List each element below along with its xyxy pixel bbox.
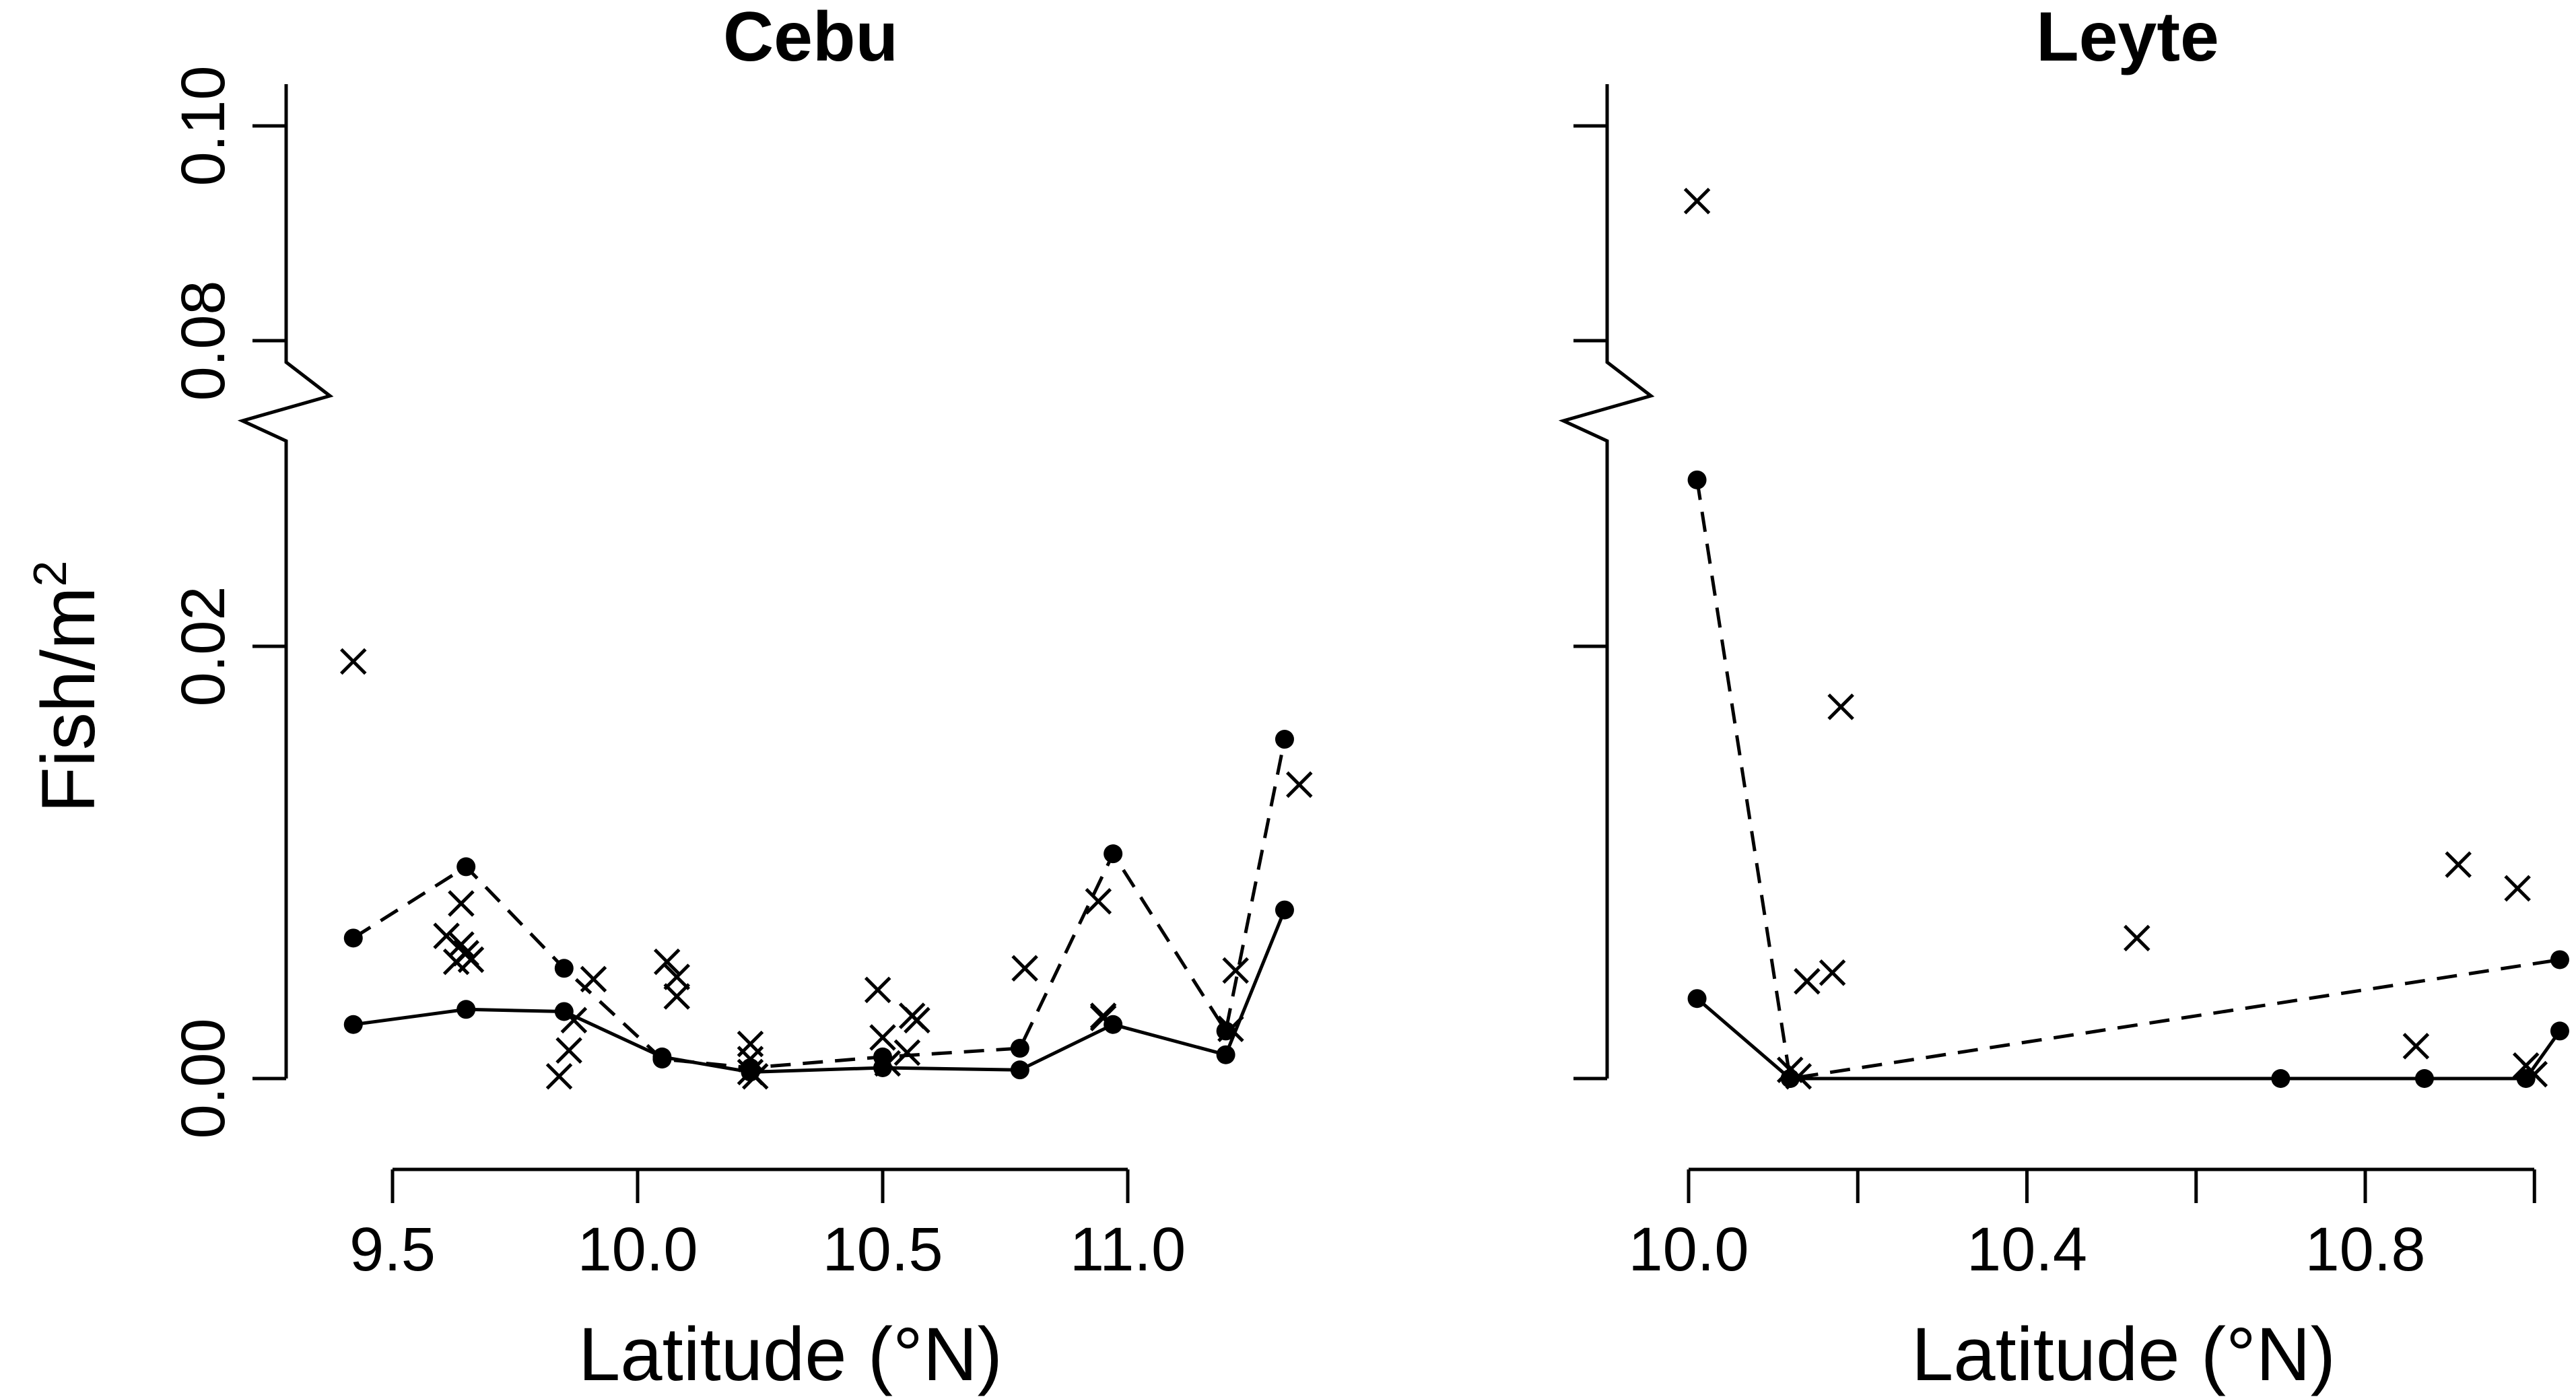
data-point	[2516, 1069, 2536, 1088]
data-point	[1104, 844, 1123, 864]
data-point	[456, 1000, 476, 1019]
cross-point	[1217, 1015, 1244, 1042]
cross-point	[741, 1063, 769, 1090]
cross-point	[869, 1024, 896, 1051]
data-point	[1275, 730, 1294, 749]
cross-point	[1222, 957, 1249, 984]
solid-series-line	[353, 909, 1287, 1074]
data-point	[343, 1015, 363, 1034]
cross-point	[874, 1050, 902, 1077]
x-tick-label: 10.0	[577, 1215, 698, 1284]
cross-point	[893, 1039, 921, 1066]
cross-point	[663, 963, 691, 990]
y-axis-leyte	[1558, 84, 1655, 1081]
cross-point	[1794, 967, 1821, 995]
data-point	[2550, 1021, 2569, 1041]
y-tick-label: 0.00	[169, 1018, 238, 1138]
data-point	[554, 959, 574, 978]
cross-point	[448, 890, 475, 917]
y-axis-line-with-break	[1558, 84, 1655, 1079]
x-axis-cebu: 9.5 10.0 10.5 11.0	[349, 1167, 1186, 1284]
panel-title-leyte: Leyte	[2036, 0, 2219, 76]
marks-cebu	[339, 648, 1313, 1090]
dashed-series-line	[352, 739, 1287, 1070]
y-axis-label: Fish/m2	[24, 561, 110, 813]
cross-point	[1785, 1063, 1812, 1090]
cross-point	[2521, 1060, 2548, 1088]
cross-point	[1089, 1004, 1117, 1031]
cross-point	[2445, 851, 2472, 878]
y-axis-line-with-break	[237, 84, 334, 1079]
panel-cebu: Cebu Fish/m2 Latitude (°N) 0.000.020.080…	[24, 0, 1313, 1396]
x-axis-label-cebu: Latitude (°N)	[578, 1312, 1003, 1396]
cross-point	[663, 983, 691, 1010]
y-tick-label: 0.02	[169, 586, 238, 706]
cross-point	[737, 1046, 764, 1072]
cross-point	[339, 648, 367, 675]
cross-point	[1683, 187, 1711, 215]
x-tick-label: 10.0	[1628, 1215, 1749, 1284]
data-point	[2414, 1069, 2434, 1088]
cross-point	[904, 1006, 930, 1034]
data-point	[1010, 1039, 1029, 1058]
cross-point	[864, 976, 891, 1004]
cross-point	[2402, 1033, 2430, 1060]
cross-point	[1827, 693, 1854, 720]
x-tick-label: 10.4	[1967, 1215, 2087, 1284]
panel-title-cebu: Cebu	[723, 0, 898, 76]
x-axis-label-leyte: Latitude (°N)	[1911, 1312, 2336, 1396]
y-tick-label: 0.10	[169, 65, 238, 186]
data-point	[1687, 470, 1707, 489]
cross-point	[1011, 955, 1038, 982]
dashed-series-line	[1695, 479, 2561, 1081]
x-tick-label: 11.0	[1070, 1215, 1186, 1284]
solid-series-line	[1695, 997, 2561, 1081]
cross-point	[580, 965, 607, 993]
x-tick-label: 9.5	[349, 1215, 436, 1284]
data-point	[2271, 1069, 2291, 1088]
marks-leyte	[1683, 187, 2569, 1090]
data-point	[1010, 1060, 1029, 1080]
cross-point	[1819, 959, 1846, 986]
cross-point	[448, 931, 475, 958]
cross-point	[545, 1063, 573, 1090]
plot-area	[1683, 187, 2569, 1090]
x-tick-label: 10.8	[2305, 1215, 2425, 1284]
cross-point	[1085, 888, 1112, 915]
data-point	[343, 928, 363, 948]
data-point	[1216, 1045, 1235, 1064]
data-point	[1275, 900, 1294, 920]
plot-area	[339, 648, 1313, 1090]
cross-point	[1286, 771, 1313, 798]
y-axis-cebu: 0.00 0.02 0.08 0.10	[169, 65, 334, 1139]
y-tick-label: 0.08	[169, 280, 238, 401]
cross-point	[560, 1006, 588, 1034]
panel-leyte: Leyte Latitude (°N) 10.0 10.4 10.8	[1558, 0, 2569, 1396]
cross-point	[555, 1037, 582, 1064]
data-point	[456, 857, 476, 877]
data-point	[2550, 950, 2569, 969]
x-axis-leyte: 10.0 10.4 10.8	[1628, 1167, 2536, 1284]
x-tick-label: 10.5	[822, 1215, 943, 1284]
cross-point	[653, 948, 681, 976]
cross-point	[2124, 924, 2150, 952]
cross-point	[457, 946, 485, 974]
cross-point	[2504, 875, 2531, 902]
data-point	[652, 1050, 672, 1069]
data-point	[1687, 989, 1707, 1009]
